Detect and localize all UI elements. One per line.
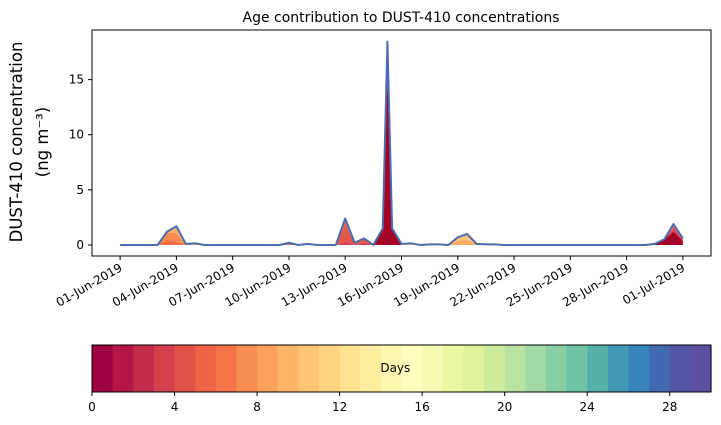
area-series-8 (120, 41, 683, 245)
colorbar-tick-label: 0 (88, 400, 96, 414)
area-series-3 (120, 48, 683, 245)
colorbar-band (153, 345, 176, 392)
colorbar-band (92, 345, 114, 392)
colorbar-band (277, 345, 299, 392)
colorbar-band (174, 345, 196, 392)
colorbar-band (690, 345, 712, 392)
colorbar-band (257, 345, 279, 392)
colorbar-label: Days (380, 361, 410, 375)
colorbar-band (607, 345, 630, 392)
colorbar-band (442, 345, 464, 392)
colorbar-band (195, 345, 217, 392)
colorbar-tick-label: 20 (497, 400, 512, 414)
colorbar-band (504, 345, 526, 392)
colorbar-band (566, 345, 588, 392)
colorbar-band (339, 345, 361, 392)
y-tick-label: 10 (69, 128, 84, 142)
x-axis: 01-Jun-201904-Jun-201907-Jun-201910-Jun-… (54, 256, 687, 310)
colorbar-band (669, 345, 691, 392)
area-series-2 (120, 54, 683, 245)
chart-title: Age contribution to DUST-410 concentrati… (243, 10, 560, 26)
colorbar: Days 0 4 8 12 16 20 24 28 (88, 344, 712, 414)
colorbar-tick-label: 8 (253, 400, 261, 414)
colorbar-band (587, 345, 609, 392)
colorbar-band (545, 345, 568, 392)
colorbar-band (628, 345, 650, 392)
x-tick-label: 01-Jul-2019 (620, 260, 687, 307)
colorbar-band (525, 345, 547, 392)
colorbar-tick-label: 16 (414, 400, 429, 414)
colorbar-tick-label: 4 (171, 400, 179, 414)
y-tick-label: 5 (76, 183, 84, 197)
plot-frame (91, 29, 712, 257)
area-series-7 (120, 41, 683, 245)
area-series-5 (120, 43, 683, 245)
plot-areas (120, 41, 683, 245)
y-axis-label-line1: DUST-410 concentration (7, 42, 26, 243)
colorbar-tick-label: 28 (662, 400, 677, 414)
colorbar-band (318, 345, 341, 392)
area-series-1 (120, 76, 683, 245)
colorbar-band (649, 345, 671, 392)
total-outline-line (120, 40, 684, 246)
colorbar-band (215, 345, 238, 392)
colorbar-band (112, 345, 134, 392)
colorbar-band (360, 345, 382, 392)
y-tick-label: 0 (76, 238, 84, 252)
area-series-4 (120, 45, 683, 245)
colorbar-band (484, 345, 506, 392)
y-axis: 0 5 10 15 (69, 73, 92, 252)
y-axis-label-line2: (ng m⁻³) (33, 107, 52, 177)
plot-outline (120, 40, 684, 246)
colorbar-band (298, 345, 320, 392)
area-series-6 (120, 42, 683, 245)
colorbar-band (236, 345, 258, 392)
colorbar-tick-label: 12 (332, 400, 347, 414)
colorbar-band (422, 345, 444, 392)
y-tick-label: 15 (69, 73, 84, 87)
colorbar-frame (91, 344, 712, 393)
colorbar-tick-label: 24 (580, 400, 595, 414)
colorbar-band (463, 345, 485, 392)
colorbar-band (401, 345, 423, 392)
colorbar-band (133, 345, 155, 392)
colorbar-band (380, 345, 403, 392)
